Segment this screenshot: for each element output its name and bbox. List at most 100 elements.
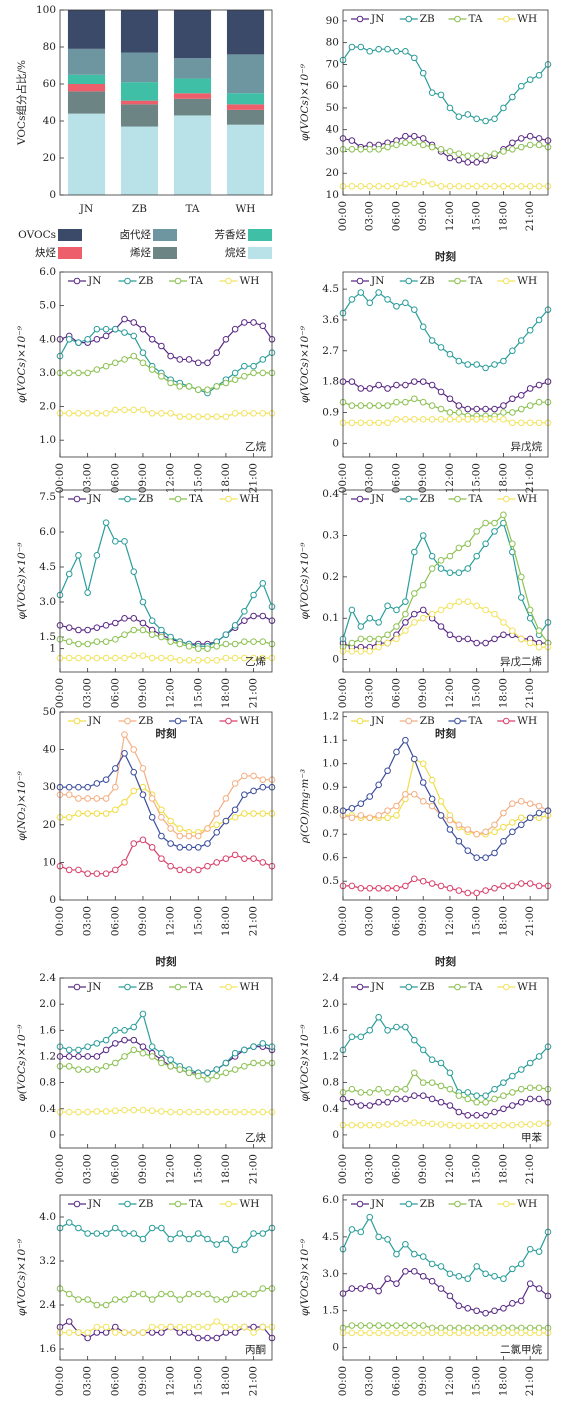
legend-label: JN — [87, 1198, 101, 1210]
data-point — [482, 639, 489, 647]
data-point — [121, 731, 128, 738]
x-tick-label: 03:00 — [82, 463, 94, 493]
x-tick-label: 15:00 — [471, 678, 483, 708]
data-point — [366, 1329, 374, 1337]
data-point — [446, 1102, 454, 1109]
data-point — [446, 416, 454, 423]
data-point — [194, 1108, 202, 1116]
series-line — [342, 739, 549, 859]
data-point — [517, 1066, 525, 1073]
data-point — [446, 1121, 454, 1129]
data-point — [121, 631, 128, 638]
y-tick-label: 90 — [326, 15, 339, 27]
data-point — [366, 1027, 374, 1034]
data-point — [464, 416, 472, 423]
y-tick-label: 1.0 — [39, 434, 56, 446]
y-tick-label: 0.9 — [322, 781, 339, 793]
data-point — [185, 657, 193, 664]
data-point — [419, 141, 427, 149]
data-point — [411, 1268, 418, 1275]
data-point — [231, 1246, 239, 1254]
data-point — [102, 409, 110, 417]
legend-marker — [454, 495, 461, 503]
data-point — [482, 117, 489, 125]
data-point — [84, 335, 91, 343]
data-point — [393, 48, 400, 55]
data-point — [148, 795, 156, 802]
data-point — [446, 350, 454, 358]
data-point — [65, 570, 73, 578]
legend-marker — [174, 1200, 182, 1208]
y-tick-label: 60 — [43, 78, 56, 90]
data-point — [428, 1260, 436, 1268]
data-point — [526, 1084, 534, 1092]
data-point — [393, 1322, 400, 1329]
data-point — [357, 385, 365, 392]
x-tick-label: 09:00 — [417, 678, 429, 708]
data-point — [384, 884, 391, 892]
data-point — [419, 398, 427, 406]
data-point — [402, 1023, 409, 1031]
data-point — [384, 1098, 391, 1106]
legend-label: JN — [370, 493, 384, 505]
data-point — [130, 319, 138, 326]
data-point — [517, 880, 525, 887]
x-tick-label: 00:00 — [54, 906, 66, 936]
data-point — [130, 568, 138, 575]
data-point — [158, 1049, 165, 1057]
data-point — [500, 1121, 507, 1129]
data-point — [366, 1121, 374, 1129]
x-tick-label: 09:00 — [137, 1154, 149, 1184]
legend-swatch — [248, 247, 272, 259]
legend-label: WH — [517, 715, 537, 727]
data-point — [482, 1122, 489, 1130]
data-point — [464, 540, 472, 548]
y-tick-label: 7.5 — [39, 491, 56, 503]
data-point — [509, 347, 516, 355]
data-point — [419, 1329, 427, 1337]
data-point — [393, 1085, 400, 1093]
data-point — [65, 783, 73, 791]
data-point — [130, 1290, 138, 1298]
data-point — [194, 866, 202, 874]
data-point — [139, 1290, 147, 1298]
data-point — [455, 416, 463, 423]
data-point — [250, 1290, 257, 1298]
legend-label: JN — [370, 13, 384, 25]
legend-label: WH — [240, 493, 260, 505]
y-tick-label: 1.5 — [39, 631, 56, 643]
data-point — [402, 1268, 409, 1275]
data-point — [393, 1280, 400, 1287]
data-point — [185, 1069, 193, 1077]
data-point — [402, 598, 409, 605]
legend-marker — [502, 15, 510, 23]
y-tick-label: 0.8 — [322, 1077, 339, 1089]
data-point — [402, 381, 409, 389]
x-tick-label: 03:00 — [364, 201, 376, 231]
data-point — [491, 150, 498, 157]
data-point — [411, 548, 418, 556]
data-point — [517, 143, 525, 151]
data-point — [366, 48, 374, 55]
data-point — [121, 859, 128, 866]
data-point — [500, 1105, 507, 1113]
data-point — [402, 610, 409, 618]
data-point — [112, 1040, 119, 1047]
data-point — [348, 648, 356, 655]
y-tick-label: 2.0 — [39, 998, 56, 1010]
data-point — [509, 1265, 516, 1273]
data-point — [419, 178, 427, 186]
data-point — [509, 1102, 516, 1109]
data-point — [393, 398, 400, 406]
x-tick-label: 18:00 — [497, 678, 509, 708]
y-tick-label: 2.4 — [39, 972, 56, 984]
bar-segment — [226, 104, 265, 110]
data-point — [419, 614, 427, 622]
y-tick-label: 0.2 — [322, 571, 339, 583]
data-point — [231, 654, 239, 662]
x-tick-label: 06:00 — [390, 678, 402, 708]
data-point — [446, 148, 454, 155]
x-tick-label: 09:00 — [137, 906, 149, 936]
data-point — [393, 182, 400, 190]
x-tick-label: 18:00 — [497, 463, 509, 493]
